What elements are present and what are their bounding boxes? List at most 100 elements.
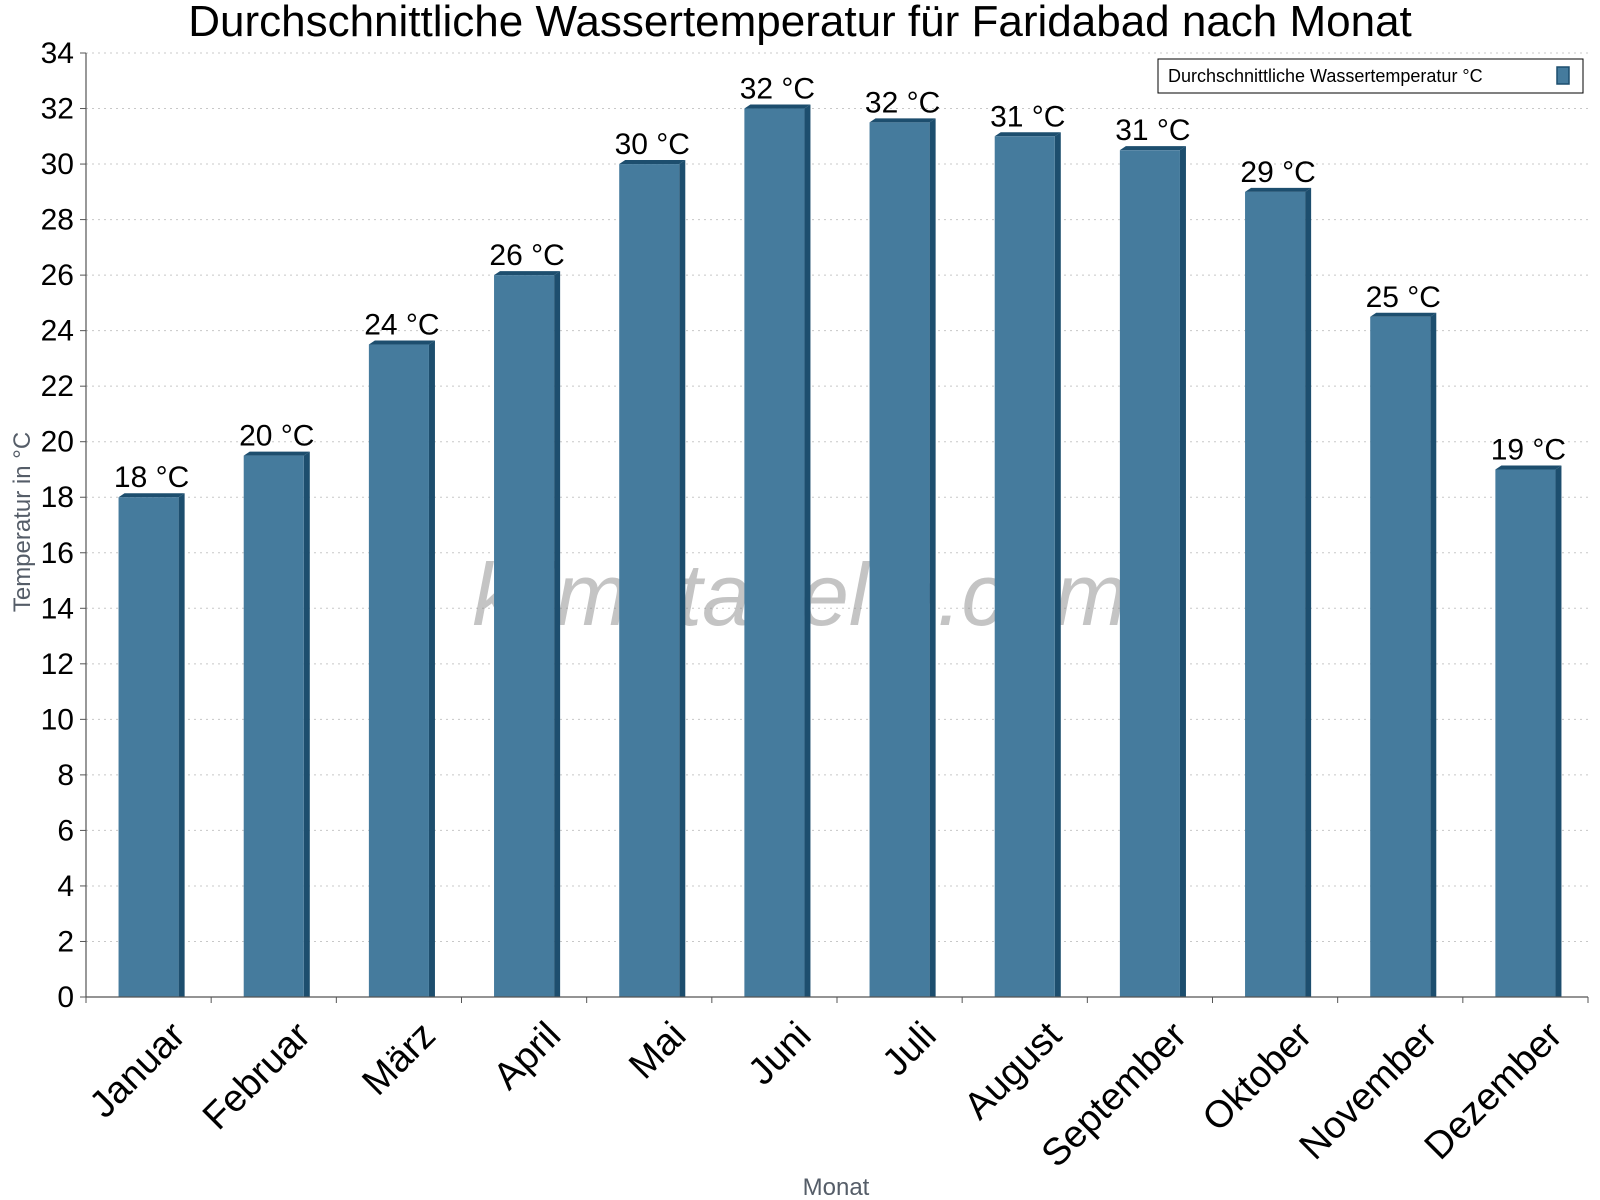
y-tick-label: 12 (41, 648, 74, 681)
bar-group: 30 °C (615, 128, 690, 997)
bar-top (243, 451, 310, 456)
x-tick-label: April (486, 1014, 569, 1097)
bar-group: 20 °C (239, 420, 314, 997)
y-tick-label: 26 (41, 259, 74, 292)
bar-side (428, 340, 435, 997)
bar-group: 29 °C (1240, 156, 1316, 997)
bar-group: 31 °C (1115, 114, 1191, 998)
y-tick-label: 20 (41, 426, 74, 459)
bar-value-label: 19 °C (1491, 433, 1566, 466)
bar-group: 19 °C (1491, 433, 1566, 997)
x-tick-label: Januar (82, 1014, 194, 1126)
x-axis-title: Monat (803, 1174, 870, 1200)
bar-value-label: 25 °C (1366, 281, 1441, 314)
bar-top (869, 118, 936, 123)
legend-label: Durchschnittliche Wassertemperatur °C (1168, 66, 1483, 86)
y-tick-label: 0 (57, 981, 74, 1014)
legend: Durchschnittliche Wassertemperatur °C (1157, 58, 1584, 94)
bar (744, 108, 805, 997)
bars: 18 °C 20 °C 24 °C 26 °C 30 °C 32 °C 32 °C 31 °C… (114, 73, 1566, 998)
bar-side (1430, 312, 1437, 997)
bar-top (494, 271, 561, 276)
bar-side (929, 118, 936, 998)
y-tick-label: 18 (41, 481, 74, 514)
y-tick-label: 22 (41, 370, 74, 403)
bar (494, 275, 555, 997)
y-tick-label: 28 (41, 204, 74, 237)
bar (1245, 191, 1306, 997)
bar-top (1495, 465, 1562, 470)
y-tick-label: 2 (57, 925, 74, 958)
legend-swatch (1556, 66, 1570, 85)
y-tick-label: 8 (57, 759, 74, 792)
y-tick-label: 10 (41, 703, 74, 736)
bar-value-label: 31 °C (1115, 114, 1190, 147)
x-tick-labels: Januar Februar März April Mai Juni Juli AugustS… (82, 1014, 1571, 1175)
bar-group: 31 °C (990, 100, 1065, 997)
bar-side (1555, 465, 1562, 997)
x-tick-label: August (956, 1014, 1070, 1128)
bar-group: 24 °C (364, 309, 440, 997)
bar-side (804, 104, 811, 997)
y-tick-label: 34 (41, 37, 74, 70)
bar-value-label: 26 °C (489, 239, 564, 272)
x-tick-label: Dezember (1417, 1014, 1571, 1168)
bar (1370, 316, 1431, 997)
bar-value-label: 18 °C (114, 461, 189, 494)
y-axis-title: Temperatur in °C (9, 432, 36, 612)
bar (368, 344, 429, 997)
bar-side (303, 451, 310, 997)
bar-group: 18 °C (114, 461, 189, 997)
bar-side (1305, 187, 1312, 997)
axes (80, 52, 1589, 1003)
bar (619, 164, 680, 997)
bar-group: 32 °C (740, 73, 815, 997)
bar-top (1119, 146, 1186, 151)
bar-value-label: 30 °C (615, 128, 690, 161)
bar (118, 497, 179, 997)
x-tick-label: Februar (195, 1014, 319, 1138)
x-tick-label: März (355, 1014, 444, 1103)
y-tick-label: 30 (41, 148, 74, 181)
bar-value-label: 32 °C (865, 86, 940, 119)
x-tick-label: Mai (621, 1014, 694, 1087)
bar-side (554, 271, 561, 997)
bar-top (1370, 312, 1437, 317)
bar-value-label: 32 °C (740, 73, 815, 106)
y-tick-label: 14 (41, 592, 74, 625)
x-tick-label: Oktober (1195, 1014, 1321, 1140)
bar-side (1054, 132, 1061, 997)
bar-value-label: 31 °C (990, 100, 1065, 133)
bar-value-label: 20 °C (239, 420, 314, 453)
bar-group: 32 °C (865, 86, 940, 998)
bar (243, 455, 304, 997)
bar-side (178, 493, 185, 997)
bar-top (994, 132, 1061, 137)
bar-top (619, 160, 686, 165)
y-tick-label: 16 (41, 537, 74, 570)
bar-top (118, 493, 185, 498)
bar-value-label: 24 °C (364, 309, 439, 342)
y-tick-label: 32 (41, 93, 74, 126)
bar (869, 122, 930, 998)
bar-side (1179, 146, 1186, 998)
bar (994, 136, 1055, 997)
y-tick-label: 24 (41, 315, 74, 348)
bar-group: 25 °C (1366, 281, 1441, 997)
chart-title: Durchschnittliche Wassertemperatur für F… (188, 0, 1412, 46)
y-tick-label: 4 (57, 870, 74, 903)
bar-top (368, 340, 435, 345)
grid-lines (86, 52, 1588, 942)
bar-top (744, 104, 811, 109)
legend-box (1157, 58, 1584, 94)
bar-value-label: 29 °C (1240, 156, 1315, 189)
bar-top (1245, 187, 1312, 192)
bar-group: 26 °C (489, 239, 565, 997)
y-tick-label: 6 (57, 814, 74, 847)
bar (1495, 469, 1556, 997)
x-tick-label: Juli (875, 1014, 945, 1084)
bar (1119, 150, 1180, 998)
